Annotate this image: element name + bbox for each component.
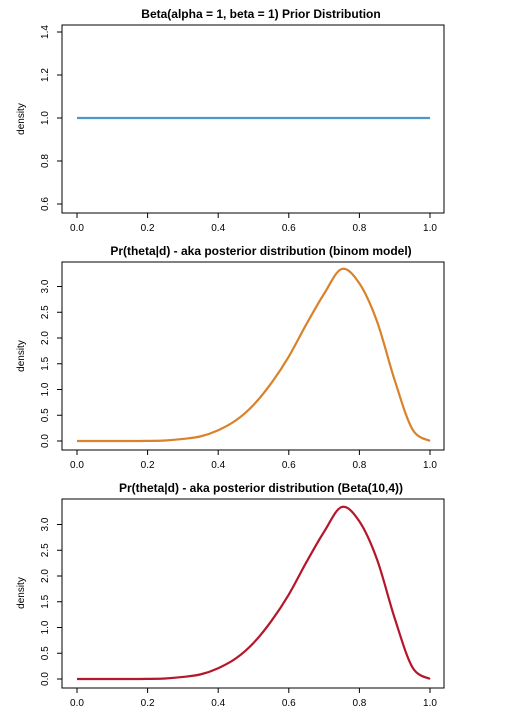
- y-tick-label: 0.5: [40, 646, 51, 660]
- chart-title: Pr(theta|d) - aka posterior distribution…: [119, 481, 403, 495]
- y-tick-label: 2.5: [40, 305, 51, 319]
- y-tick-label: 0.0: [40, 434, 51, 448]
- y-tick-label: 1.4: [40, 25, 51, 39]
- y-axis: 0.0 0.5 1.0 1.5 2.0 2.5 3.0: [40, 279, 63, 448]
- y-tick-label: 1.0: [40, 620, 51, 634]
- x-tick-label: 0.4: [211, 223, 225, 234]
- y-tick-label: 2.5: [40, 543, 51, 557]
- y-tick-label: 1.0: [40, 382, 51, 396]
- y-axis-label: density: [16, 340, 27, 372]
- x-tick-label: 0.6: [282, 698, 296, 709]
- y-tick-label: 1.2: [40, 68, 51, 82]
- x-tick-label: 0.2: [141, 460, 155, 471]
- x-tick-label: 1.0: [423, 698, 437, 709]
- x-axis: 0.0 0.2 0.4 0.6 0.8 1.0: [70, 212, 437, 234]
- panel-prior: Beta(alpha = 1, beta = 1) Prior Distribu…: [16, 7, 445, 234]
- y-axis-label: density: [16, 577, 27, 609]
- y-tick-label: 1.5: [40, 594, 51, 608]
- y-tick-label: 3.0: [40, 517, 51, 531]
- x-tick-label: 0.0: [70, 698, 84, 709]
- y-tick-label: 3.0: [40, 279, 51, 293]
- series-area: [77, 267, 431, 443]
- panel-posterior-beta: Pr(theta|d) - aka posterior distribution…: [16, 481, 445, 709]
- y-tick-label: 2.0: [40, 569, 51, 583]
- x-tick-label: 0.8: [352, 460, 366, 471]
- x-tick-label: 0.0: [70, 460, 84, 471]
- y-tick-label: 0.8: [40, 154, 51, 168]
- y-tick-label: 2.0: [40, 331, 51, 345]
- density-curve: [77, 505, 431, 681]
- panel-posterior-binom: Pr(theta|d) - aka posterior distribution…: [16, 244, 445, 471]
- y-tick-label: 0.0: [40, 672, 51, 686]
- x-tick-label: 0.8: [352, 698, 366, 709]
- y-tick-label: 1.0: [40, 111, 51, 125]
- y-axis-label: density: [16, 103, 27, 135]
- x-tick-label: 0.0: [70, 223, 84, 234]
- chart-title: Beta(alpha = 1, beta = 1) Prior Distribu…: [141, 7, 380, 21]
- y-axis: 0.0 0.5 1.0 1.5 2.0 2.5 3.0: [40, 517, 63, 686]
- y-tick-label: 1.5: [40, 356, 51, 370]
- x-tick-label: 0.4: [211, 698, 225, 709]
- x-tick-label: 0.2: [141, 223, 155, 234]
- x-tick-label: 0.6: [282, 223, 296, 234]
- density-curve: [77, 267, 431, 443]
- x-tick-label: 0.2: [141, 698, 155, 709]
- x-tick-label: 0.4: [211, 460, 225, 471]
- y-tick-label: 0.6: [40, 197, 51, 211]
- series-area: [77, 505, 431, 681]
- y-axis: 0.6 0.8 1.0 1.2 1.4: [40, 25, 63, 211]
- x-axis: 0.0 0.2 0.4 0.6 0.8 1.0: [70, 687, 437, 709]
- x-axis: 0.0 0.2 0.4 0.6 0.8 1.0: [70, 449, 437, 471]
- x-tick-label: 1.0: [423, 460, 437, 471]
- chart-title: Pr(theta|d) - aka posterior distribution…: [110, 244, 411, 258]
- x-tick-label: 0.8: [352, 223, 366, 234]
- x-tick-label: 1.0: [423, 223, 437, 234]
- y-tick-label: 0.5: [40, 408, 51, 422]
- x-tick-label: 0.6: [282, 460, 296, 471]
